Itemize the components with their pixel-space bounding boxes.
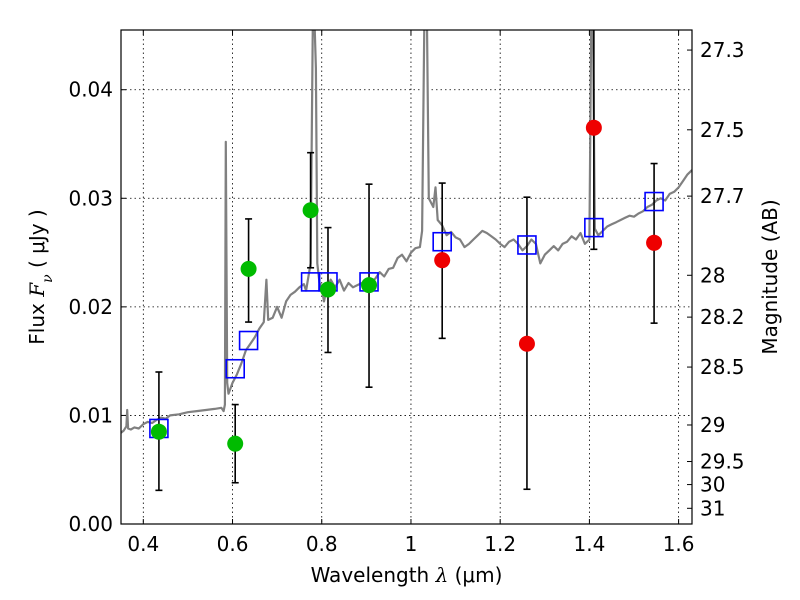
right-tick-label: 31 bbox=[700, 496, 725, 520]
model-flux-box bbox=[644, 191, 664, 212]
right-tick-label: 27.7 bbox=[700, 184, 745, 208]
x-tick-label: 1.2 bbox=[484, 532, 516, 556]
plot-frame bbox=[120, 29, 693, 525]
x-tick-label: 1.6 bbox=[663, 532, 695, 556]
model-flux-box bbox=[238, 330, 259, 351]
y-axis-label-left: Flux Fν ( μJy ) bbox=[25, 209, 56, 344]
model-flux-box bbox=[225, 358, 245, 379]
x-tick-label: 0.6 bbox=[217, 532, 249, 556]
right-tick-label: 29.5 bbox=[700, 450, 745, 474]
x-tick-label: 0.8 bbox=[306, 532, 338, 556]
observed-point-red bbox=[434, 252, 451, 269]
right-tick-label: 28.2 bbox=[700, 305, 745, 329]
observed-point-red bbox=[585, 119, 602, 136]
right-tick-label: 28 bbox=[700, 263, 725, 287]
observed-point-green bbox=[150, 423, 167, 440]
observed-point-red bbox=[646, 234, 663, 251]
y-tick-label: 0.00 bbox=[68, 512, 113, 536]
model-spectrum-line bbox=[121, 30, 692, 434]
observed-point-green bbox=[319, 281, 336, 298]
y-axis-label-right: Magnitude (AB) bbox=[758, 199, 782, 354]
grid-lines bbox=[121, 30, 692, 525]
y-tick-label: 0.03 bbox=[68, 186, 113, 210]
y-tick-label: 0.04 bbox=[68, 78, 113, 102]
observed-point-green bbox=[361, 277, 378, 294]
x-tick-label: 0.4 bbox=[127, 532, 159, 556]
right-tick-label: 29 bbox=[700, 413, 725, 437]
right-tick-label: 27.5 bbox=[700, 118, 745, 142]
observed-point-green bbox=[302, 202, 319, 219]
plot-area bbox=[121, 30, 692, 492]
axis-ticks bbox=[121, 30, 692, 525]
observed-point-green bbox=[227, 435, 244, 452]
x-tick-label: 1 bbox=[405, 532, 418, 556]
right-tick-label: 28.5 bbox=[700, 355, 745, 379]
model-flux-box bbox=[517, 235, 537, 255]
y-tick-label: 0.01 bbox=[68, 403, 113, 427]
model-flux-box bbox=[584, 217, 604, 238]
observed-point-green bbox=[240, 260, 257, 277]
observed-point-red bbox=[518, 335, 535, 352]
right-tick-label: 27.3 bbox=[700, 38, 745, 62]
x-axis-label: Wavelength λ (μm) bbox=[311, 563, 503, 587]
tick-labels: 0.4 0.6 0.8 1 1.2 1.4 1.6 0.00 0.01 0.02 0.03 0.04 2… bbox=[68, 38, 744, 556]
y-tick-label: 0.02 bbox=[68, 295, 113, 319]
right-tick-label: 30 bbox=[700, 473, 725, 497]
model-flux-box bbox=[432, 231, 452, 252]
x-tick-label: 1.4 bbox=[573, 532, 605, 556]
